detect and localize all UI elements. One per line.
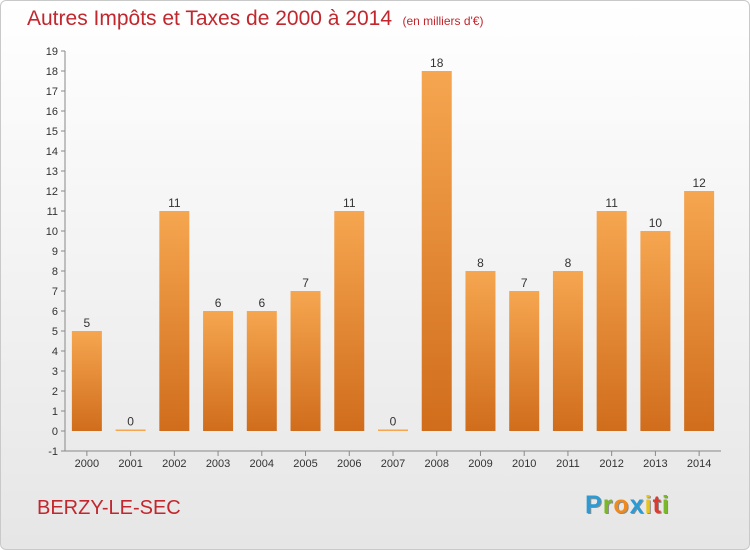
x-tick-label: 2012 xyxy=(599,458,623,470)
x-tick-label: 2001 xyxy=(118,458,142,470)
y-tick-label: 19 xyxy=(46,46,58,58)
y-tick-label: 15 xyxy=(46,126,58,138)
proxiti-logo: Proxiti xyxy=(585,491,670,520)
data-label: 0 xyxy=(390,415,397,429)
data-label: 10 xyxy=(649,216,663,230)
y-tick-label: 3 xyxy=(52,366,58,378)
y-tick-label: 7 xyxy=(52,286,58,298)
bar xyxy=(159,211,190,431)
data-label: 7 xyxy=(521,276,528,290)
x-tick-label: 2003 xyxy=(206,458,230,470)
x-tick-label: 2014 xyxy=(687,458,711,470)
x-tick-label: 2008 xyxy=(424,458,448,470)
x-tick-label: 2000 xyxy=(75,458,99,470)
chart-subtitle: (en milliers d'€) xyxy=(402,14,484,28)
bar xyxy=(71,331,102,431)
bar xyxy=(115,429,146,431)
y-tick-label: -1 xyxy=(48,446,58,458)
logo-letter: r xyxy=(602,491,614,519)
data-label: 11 xyxy=(605,196,618,210)
y-tick-label: 6 xyxy=(52,306,58,318)
data-label: 0 xyxy=(127,415,134,429)
data-label: 8 xyxy=(565,256,572,270)
y-tick-label: 13 xyxy=(46,166,58,178)
data-label: 11 xyxy=(343,196,356,210)
data-label: 5 xyxy=(84,316,91,330)
x-tick-label: 2006 xyxy=(337,458,361,470)
bar xyxy=(246,311,277,431)
bar xyxy=(552,271,583,431)
y-tick-label: 16 xyxy=(46,106,58,118)
bar xyxy=(421,71,452,431)
y-tick-label: 10 xyxy=(46,226,58,238)
bar xyxy=(640,231,671,431)
bar xyxy=(378,429,408,431)
y-tick-label: 5 xyxy=(52,326,58,338)
data-label: 6 xyxy=(215,296,222,310)
data-label: 7 xyxy=(302,276,309,290)
data-label: 6 xyxy=(258,296,265,310)
logo-letter: P xyxy=(585,491,603,519)
bar xyxy=(684,191,715,431)
data-label: 8 xyxy=(477,256,484,270)
x-tick-label: 2011 xyxy=(556,458,580,470)
bar xyxy=(203,311,234,431)
x-tick-label: 2004 xyxy=(250,458,274,470)
y-tick-label: 9 xyxy=(52,246,58,258)
logo-letter: i xyxy=(644,491,653,519)
x-tick-label: 2002 xyxy=(162,458,186,470)
y-tick-label: 0 xyxy=(52,426,58,438)
bar xyxy=(509,291,540,431)
x-tick-label: 2010 xyxy=(512,458,536,470)
bar xyxy=(290,291,321,431)
y-tick-label: 4 xyxy=(52,346,58,358)
data-label: 11 xyxy=(168,196,181,210)
y-tick-label: 2 xyxy=(52,386,58,398)
logo-letter: o xyxy=(613,491,630,519)
x-tick-label: 2009 xyxy=(468,458,492,470)
y-tick-label: 18 xyxy=(46,66,58,78)
logo-letter: i xyxy=(661,491,670,519)
y-tick-label: 1 xyxy=(52,406,58,418)
bar xyxy=(596,211,627,431)
commune-name: BERZY-LE-SEC xyxy=(37,497,181,519)
x-tick-label: 2005 xyxy=(293,458,317,470)
x-tick-label: 2007 xyxy=(381,458,405,470)
y-tick-label: 14 xyxy=(46,146,58,158)
bar xyxy=(334,211,365,431)
x-tick-label: 2013 xyxy=(643,458,667,470)
y-tick-label: 17 xyxy=(46,86,58,98)
bar xyxy=(465,271,496,431)
logo-letter: x xyxy=(629,491,645,519)
chart-title: Autres Impôts et Taxes de 2000 à 2014 xyxy=(27,7,393,30)
logo-letter: t xyxy=(652,491,662,519)
data-label: 18 xyxy=(430,56,444,70)
data-label: 12 xyxy=(692,176,706,190)
y-tick-label: 12 xyxy=(46,186,58,198)
y-tick-label: 8 xyxy=(52,266,58,278)
y-tick-label: 11 xyxy=(47,206,58,218)
title-block: Autres Impôts et Taxes de 2000 à 2014 (e… xyxy=(27,7,483,31)
